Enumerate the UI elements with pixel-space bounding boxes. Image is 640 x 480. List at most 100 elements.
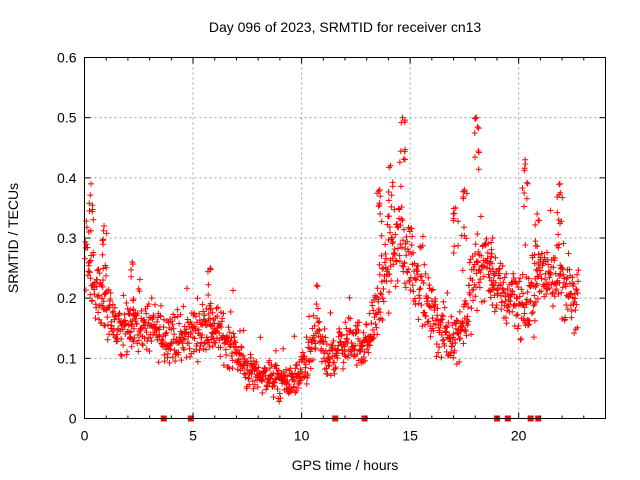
data-point-marker xyxy=(383,255,390,262)
data-point-marker xyxy=(456,335,463,342)
data-point-marker xyxy=(164,350,171,357)
data-point-marker xyxy=(382,250,389,257)
data-point-marker xyxy=(387,162,394,169)
data-point-marker xyxy=(489,281,496,288)
data-point-marker xyxy=(136,288,143,295)
data-point-marker xyxy=(128,328,135,335)
data-point-marker xyxy=(370,307,377,314)
data-point-marker xyxy=(468,331,475,338)
data-point-marker xyxy=(205,291,212,298)
data-point-marker xyxy=(499,262,506,269)
data-point-marker xyxy=(272,347,279,354)
data-point-marker xyxy=(376,271,383,278)
data-point-marker xyxy=(545,261,552,268)
data-point-marker xyxy=(438,331,445,338)
data-point-marker xyxy=(402,284,409,291)
data-point-marker xyxy=(551,255,558,262)
data-point-marker xyxy=(273,362,280,369)
data-point-marker xyxy=(556,220,563,227)
data-point-marker xyxy=(284,377,291,384)
data-point-marker xyxy=(433,353,440,360)
data-point-marker xyxy=(456,358,463,365)
data-point-marker xyxy=(474,258,481,265)
data-point-marker xyxy=(443,323,450,330)
data-point-marker xyxy=(111,316,118,323)
data-point-marker xyxy=(488,277,495,284)
data-point-marker xyxy=(229,357,236,364)
data-point-marker xyxy=(498,306,505,313)
data-point-marker xyxy=(274,386,281,393)
data-point-marker xyxy=(363,321,370,328)
data-point-marker xyxy=(119,326,126,333)
data-point-marker xyxy=(386,164,393,171)
data-point-marker xyxy=(451,243,458,250)
data-point-marker xyxy=(568,308,575,315)
data-point-marker xyxy=(377,210,384,217)
data-point-marker xyxy=(436,344,443,351)
data-point-marker xyxy=(397,148,404,155)
data-point-marker xyxy=(293,362,300,369)
data-point-marker xyxy=(340,359,347,366)
data-point-marker xyxy=(394,245,401,252)
data-point-marker xyxy=(378,252,385,259)
data-point-marker xyxy=(408,225,415,232)
data-point-marker xyxy=(546,285,553,292)
data-point-marker xyxy=(460,193,467,200)
data-point-marker xyxy=(567,302,574,309)
data-point-marker xyxy=(527,283,534,290)
data-point-marker xyxy=(388,277,395,284)
data-point-marker xyxy=(473,114,480,121)
data-point-marker xyxy=(481,298,488,305)
data-point-marker xyxy=(429,315,436,322)
data-point-marker xyxy=(94,276,101,283)
data-point-marker xyxy=(168,340,175,347)
data-point-marker xyxy=(380,285,387,292)
data-point-marker xyxy=(206,343,213,350)
data-point-marker xyxy=(469,277,476,284)
data-point-marker xyxy=(155,331,162,338)
data-point-marker xyxy=(272,376,279,383)
data-point-marker xyxy=(409,233,416,240)
data-point-marker xyxy=(394,277,401,284)
axis-ticks: 0 0.1 0.2 0.3 0.4 0.5 0.6 0 5 10 15 20 xyxy=(57,50,606,444)
data-point-marker xyxy=(321,325,328,332)
data-point-marker xyxy=(246,381,253,388)
data-point-marker xyxy=(522,241,529,248)
data-point-marker xyxy=(104,314,111,321)
data-point-marker xyxy=(118,335,125,342)
data-point-marker xyxy=(131,334,138,341)
data-point-marker xyxy=(407,225,414,232)
data-point-marker xyxy=(456,308,463,315)
data-point-marker xyxy=(241,370,248,377)
data-point-marker xyxy=(368,320,375,327)
data-point-marker xyxy=(343,331,350,338)
data-point-marker xyxy=(419,233,426,240)
data-point-marker xyxy=(549,289,556,296)
data-point-marker xyxy=(472,250,479,257)
data-point-marker xyxy=(230,330,237,337)
data-point-marker xyxy=(284,372,291,379)
data-point-marker xyxy=(386,288,393,295)
data-point-marker xyxy=(476,284,483,291)
data-point-marker xyxy=(397,222,404,229)
data-point-marker xyxy=(493,302,500,309)
data-point-marker xyxy=(498,299,505,306)
data-point-marker xyxy=(290,374,297,381)
data-point-marker xyxy=(183,285,190,292)
data-point-marker xyxy=(542,276,549,283)
data-point-marker xyxy=(255,364,262,371)
data-point-marker xyxy=(440,313,447,320)
data-point-marker xyxy=(214,313,221,320)
data-point-marker xyxy=(196,317,203,324)
data-point-marker xyxy=(416,286,423,293)
data-point-marker xyxy=(143,310,150,317)
data-point-marker xyxy=(526,317,533,324)
data-point-marker xyxy=(95,266,102,273)
x-tick-label: 10 xyxy=(294,428,310,444)
data-point-marker xyxy=(479,262,486,269)
data-point-marker xyxy=(501,274,508,281)
data-point-marker xyxy=(198,334,205,341)
data-point-marker xyxy=(366,342,373,349)
data-point-marker xyxy=(341,348,348,355)
data-point-marker xyxy=(555,216,562,223)
